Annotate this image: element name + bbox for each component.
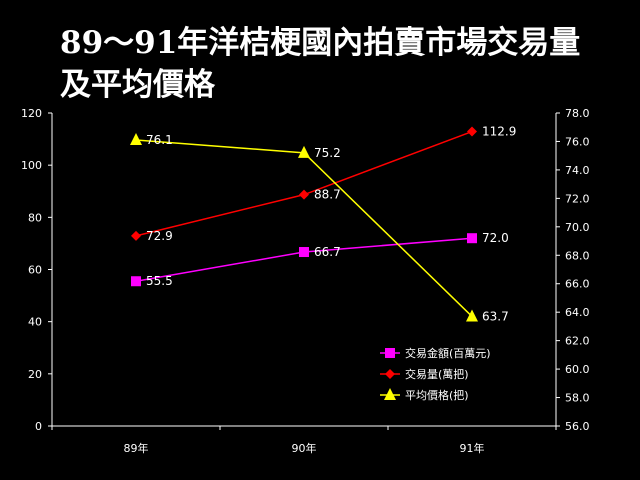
legend-item: 交易金額(百萬元) (380, 346, 491, 360)
legend-label: 交易量(萬把) (405, 367, 469, 381)
series-2: 72.9 88.7 112.9 (131, 125, 516, 243)
data-point (299, 189, 309, 200)
data-label: 55.5 (146, 274, 173, 288)
y-right-tick-label: 56.0 (565, 420, 590, 433)
data-label: 72.9 (146, 229, 173, 243)
chart-axes: 0 20 40 60 80 100 120 56.0 58.0 60.0 62.0 64.0 66.0 6… (21, 107, 590, 455)
y-right-tick-label: 72.0 (565, 192, 590, 205)
y-left-tick-label: 80 (28, 211, 42, 224)
title-line-2: 及平均價格 (60, 67, 215, 103)
series-line (135, 237, 473, 282)
y-left-tick-label: 40 (28, 316, 42, 329)
y-right-tick-label: 60.0 (565, 363, 590, 376)
y-right-tick-label: 70.0 (565, 221, 590, 234)
y-right-tick-label: 58.0 (565, 392, 590, 405)
data-label: 63.7 (482, 309, 509, 323)
y-right-tick-label: 62.0 (565, 335, 590, 348)
legend-marker (385, 369, 395, 379)
y-right-tick-label: 68.0 (565, 249, 590, 262)
data-label: 88.7 (314, 188, 341, 202)
data-point (131, 230, 141, 241)
x-tick-label: 91年 (460, 441, 485, 455)
data-label: 75.2 (314, 146, 341, 160)
data-point (467, 233, 477, 244)
chart-legend: 交易金額(百萬元) 交易量(萬把) 平均價格(把) (380, 346, 491, 402)
chart-series: 55.5 66.7 72.0 72.9 88.7 112.9 76.1 75.2 63.7 (130, 125, 516, 323)
data-point (466, 309, 478, 322)
slide-title: 89～91年洋桔梗國內拍賣市場交易量 及平均價格 (60, 22, 630, 106)
legend-item: 交易量(萬把) (380, 367, 469, 381)
legend-marker (385, 348, 395, 358)
y-right-tick-label: 76.0 (565, 135, 590, 148)
y-left-tick-label: 100 (21, 159, 42, 172)
title-line-1: 89～91年洋桔梗國內拍賣市場交易量 (60, 25, 581, 61)
legend-item: 平均價格(把) (380, 388, 469, 402)
series-line (135, 139, 473, 317)
legend-marker (384, 388, 396, 400)
data-point (130, 133, 142, 146)
y-left-tick-label: 60 (28, 264, 42, 277)
series-3: 76.1 75.2 63.7 (130, 133, 509, 323)
legend-label: 平均價格(把) (405, 388, 469, 402)
data-label: 72.0 (482, 231, 509, 245)
x-tick-label: 89年 (124, 441, 149, 455)
legend-label: 交易金額(百萬元) (405, 346, 491, 360)
y-right-tick-label: 64.0 (565, 306, 590, 319)
y-left-tick-label: 0 (35, 420, 42, 433)
y-left-tick-label: 120 (21, 107, 42, 120)
y-left-tick-label: 20 (28, 368, 42, 381)
x-tick-label: 90年 (292, 441, 317, 455)
data-point (131, 276, 141, 287)
data-point (299, 247, 309, 258)
data-point (298, 145, 310, 158)
data-label: 112.9 (482, 125, 516, 139)
y-right-tick-label: 66.0 (565, 278, 590, 291)
data-point (467, 126, 477, 137)
data-label: 76.1 (146, 133, 173, 147)
series-1: 55.5 66.7 72.0 (131, 231, 509, 288)
y-right-tick-label: 74.0 (565, 164, 590, 177)
data-label: 66.7 (314, 245, 341, 259)
y-right-tick-label: 78.0 (565, 107, 590, 120)
